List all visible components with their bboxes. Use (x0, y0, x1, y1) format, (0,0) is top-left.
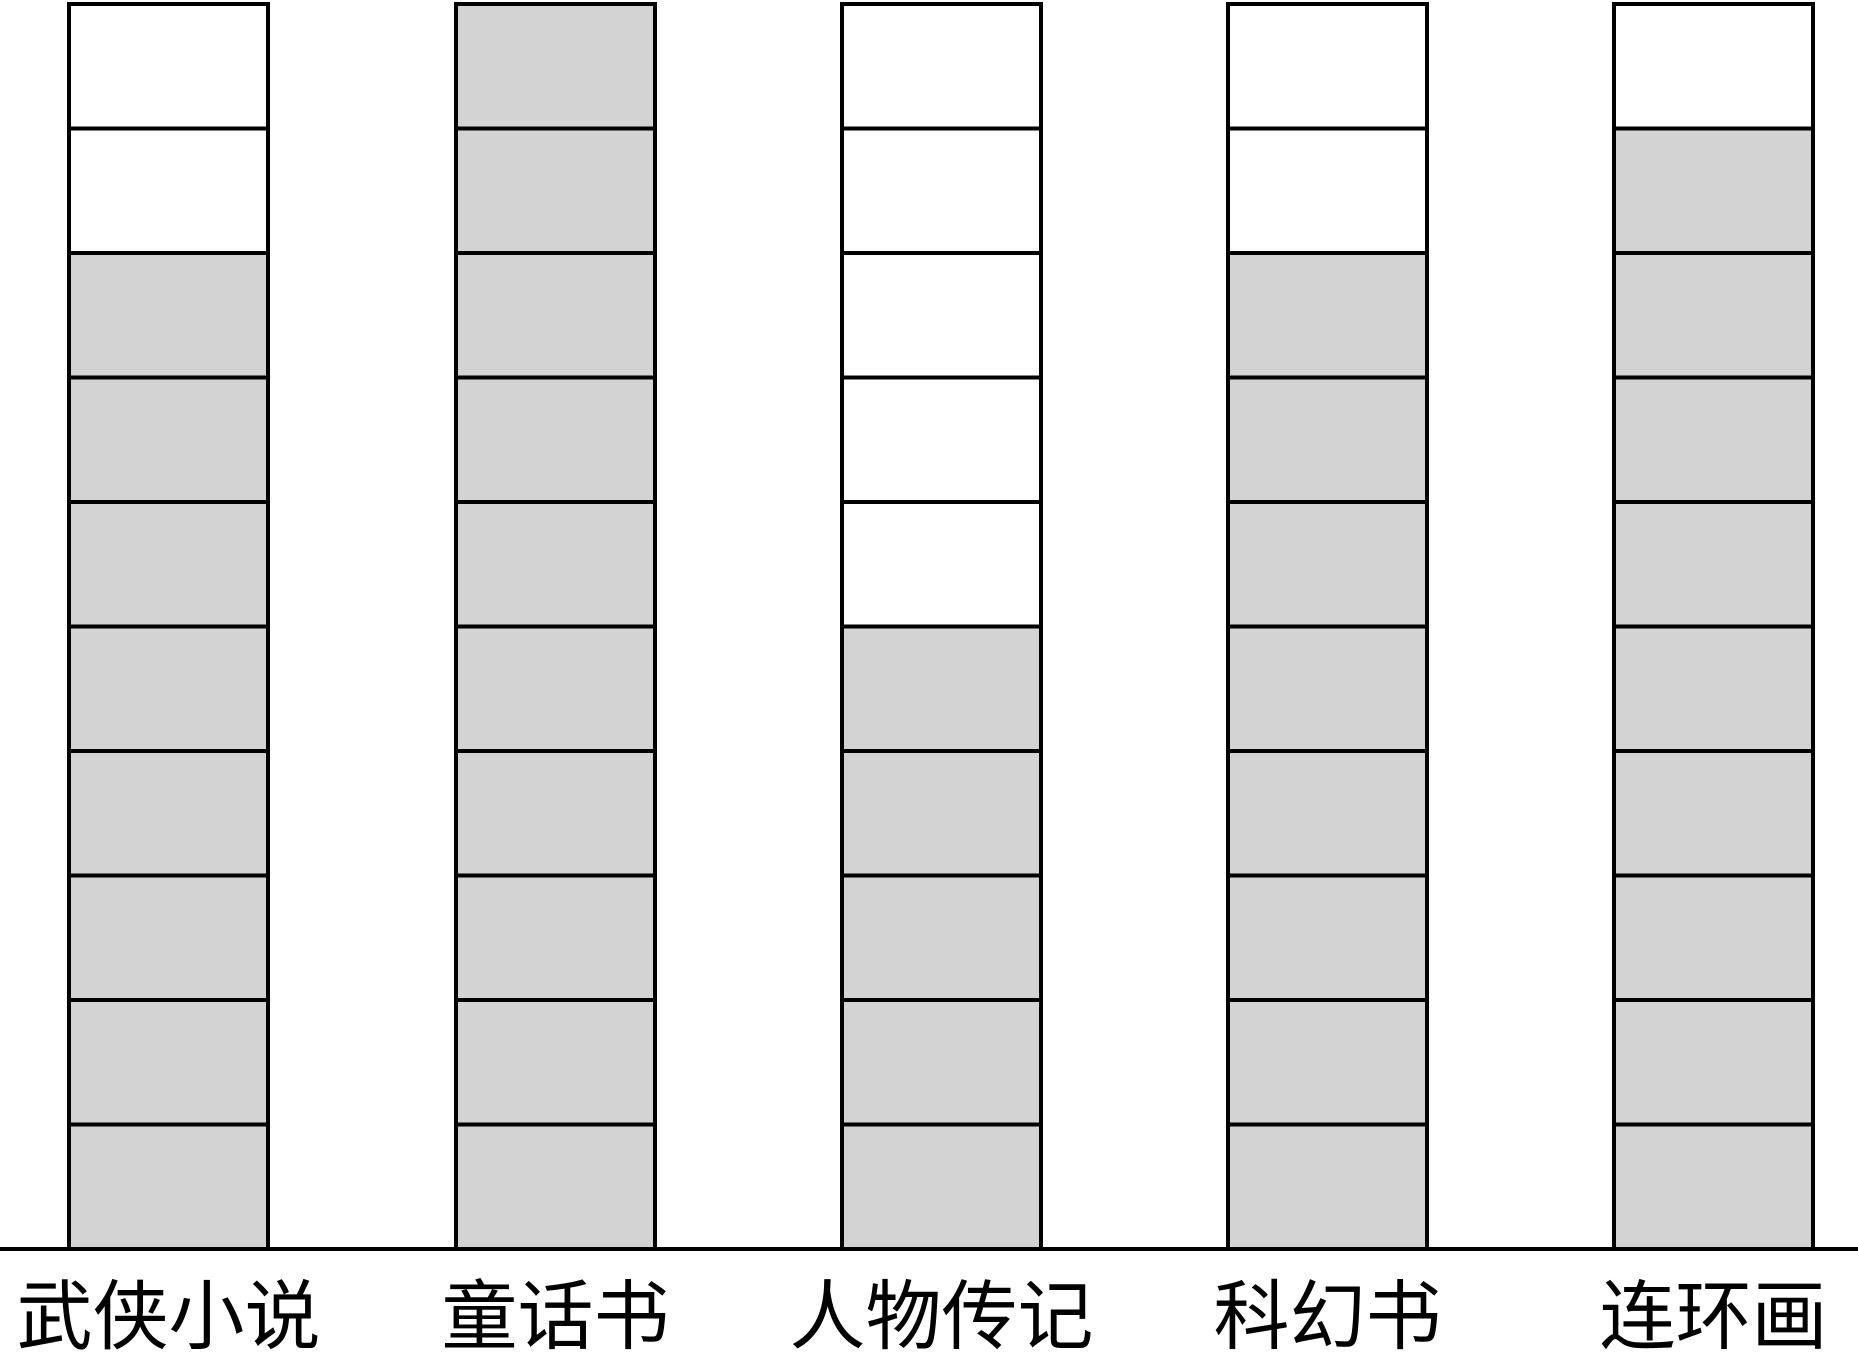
filled-cell (1612, 624, 1815, 753)
category-label: 人物传记 (790, 1272, 1094, 1361)
columns-layer (67, 2, 1815, 1251)
filled-cell (840, 749, 1043, 878)
filled-cell (67, 624, 270, 753)
filled-cell (454, 1122, 657, 1251)
category-label: 童话书 (442, 1272, 670, 1361)
category-labels: 武侠小说 童话书 人物传记 科幻书 连环画 (17, 1272, 1828, 1361)
filled-cell (1612, 1122, 1815, 1251)
category-label: 连环画 (1600, 1272, 1828, 1361)
filled-cell (840, 624, 1043, 753)
empty-cell (1226, 126, 1429, 255)
bar-column (67, 2, 270, 1251)
filled-cell (1612, 749, 1815, 878)
filled-cell (1226, 1122, 1429, 1251)
filled-cell (67, 1122, 270, 1251)
filled-cell (840, 998, 1043, 1127)
bar-column (454, 2, 657, 1251)
category-label: 武侠小说 (17, 1272, 321, 1361)
filled-cell (840, 873, 1043, 1002)
filled-cell (454, 873, 657, 1002)
filled-cell (1612, 873, 1815, 1002)
bar-column (1612, 2, 1815, 1251)
filled-cell (454, 624, 657, 753)
empty-cell (840, 375, 1043, 504)
filled-cell (1226, 749, 1429, 878)
filled-cell (454, 2, 657, 131)
empty-cell (67, 126, 270, 255)
category-label: 科幻书 (1214, 1272, 1442, 1361)
empty-cell (840, 2, 1043, 131)
filled-cell (840, 1122, 1043, 1251)
bar-column (840, 2, 1043, 1251)
empty-cell (1612, 2, 1815, 131)
filled-cell (454, 375, 657, 504)
filled-cell (1612, 998, 1815, 1127)
filled-cell (454, 500, 657, 629)
empty-cell (840, 251, 1043, 380)
filled-cell (1226, 375, 1429, 504)
filled-cell (1612, 126, 1815, 255)
empty-cell (840, 500, 1043, 629)
filled-cell (67, 251, 270, 380)
empty-cell (840, 126, 1043, 255)
bar-column (1226, 2, 1429, 1251)
filled-cell (1226, 873, 1429, 1002)
filled-cell (454, 998, 657, 1127)
empty-cell (67, 2, 270, 131)
filled-cell (67, 998, 270, 1127)
filled-cell (1226, 624, 1429, 753)
filled-cell (67, 375, 270, 504)
filled-cell (67, 873, 270, 1002)
filled-cell (1612, 375, 1815, 504)
empty-cell (1226, 2, 1429, 131)
filled-cell (1226, 500, 1429, 629)
filled-cell (67, 749, 270, 878)
filled-cell (454, 126, 657, 255)
filled-cell (454, 749, 657, 878)
filled-cell (1226, 251, 1429, 380)
filled-cell (454, 251, 657, 380)
filled-cell (67, 500, 270, 629)
filled-cell (1612, 251, 1815, 380)
filled-cell (1226, 998, 1429, 1127)
filled-cell (1612, 500, 1815, 629)
